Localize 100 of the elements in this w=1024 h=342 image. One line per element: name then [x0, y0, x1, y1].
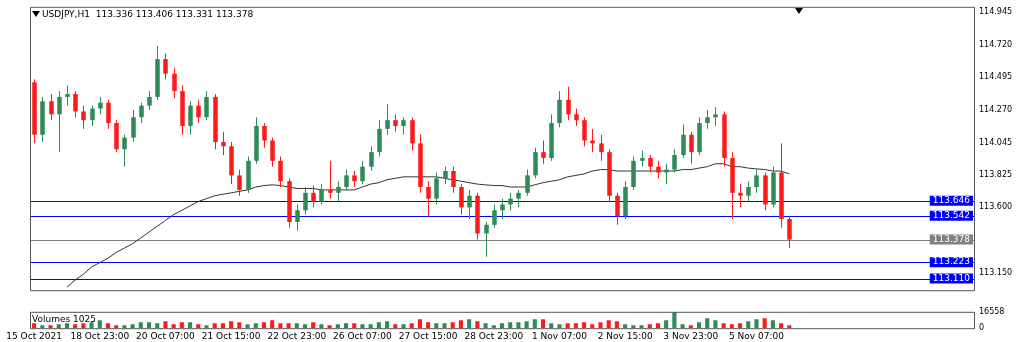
candlestick	[754, 169, 759, 194]
bar	[64, 323, 69, 329]
bar	[270, 320, 275, 329]
candlestick	[434, 171, 439, 205]
bar	[631, 325, 636, 329]
candlestick	[65, 84, 70, 107]
y-tick-label: 114.495	[979, 72, 1013, 82]
bar	[524, 321, 529, 329]
bar	[122, 325, 127, 329]
bar	[393, 324, 398, 329]
bar	[450, 322, 455, 329]
candlestick	[336, 180, 341, 203]
bar	[664, 320, 669, 329]
bar	[286, 323, 291, 329]
bar	[729, 324, 734, 329]
bar	[639, 325, 644, 329]
y-tick-label: 113.150	[979, 267, 1013, 277]
bar	[442, 323, 447, 329]
x-tick-label: 26 Oct 07:00	[333, 330, 393, 341]
bar	[467, 319, 472, 329]
candlestick	[311, 185, 316, 208]
bar	[762, 318, 767, 329]
bar	[146, 322, 152, 329]
bar	[508, 322, 513, 329]
candlestick	[328, 160, 333, 200]
candlestick	[500, 198, 505, 220]
candlestick	[410, 116, 415, 152]
bar	[573, 323, 578, 329]
candlestick	[484, 221, 489, 258]
candlestick	[106, 99, 111, 130]
bar	[401, 324, 406, 329]
candlestick	[746, 180, 751, 203]
bar	[549, 323, 554, 329]
candlestick	[295, 203, 300, 232]
candlestick	[131, 109, 136, 143]
ref-line-label: 113.542	[932, 210, 970, 221]
bar	[491, 325, 496, 329]
x-tick-label: 20 Oct 07:00	[136, 330, 196, 341]
candlestick	[122, 134, 127, 168]
bar	[754, 319, 759, 329]
bar	[483, 323, 488, 329]
candlestick	[369, 145, 374, 172]
candlestick	[738, 183, 743, 208]
candlestick	[599, 134, 604, 162]
candlestick	[262, 122, 267, 149]
bar	[327, 325, 332, 329]
x-tick-label: 27 Oct 15:00	[398, 330, 458, 341]
candlestick	[705, 109, 710, 130]
bar	[385, 321, 390, 329]
bar	[672, 312, 677, 329]
y-tick-label: 114.720	[979, 39, 1013, 49]
x-tick-label: 1 Nov 07:00	[531, 330, 588, 341]
bar	[40, 325, 45, 329]
candlestick	[278, 155, 283, 188]
bar	[417, 319, 422, 329]
ref-line-label: 113.223	[932, 256, 970, 267]
bar	[598, 322, 603, 329]
candlestick	[467, 189, 472, 220]
y-tick-label: 114.045	[979, 137, 1013, 147]
candlestick	[303, 186, 308, 216]
candlestick	[237, 169, 242, 197]
bar	[56, 324, 61, 329]
bar	[614, 321, 619, 329]
bar	[261, 322, 266, 329]
candlestick	[90, 105, 95, 127]
bar	[409, 323, 414, 329]
bar	[565, 323, 570, 329]
bar	[352, 323, 357, 329]
bar	[343, 323, 349, 329]
bar	[179, 322, 184, 329]
x-tick-label: 21 Oct 15:00	[201, 330, 261, 341]
bar	[302, 324, 308, 329]
candlestick	[73, 90, 78, 118]
bar	[105, 323, 111, 329]
x-tick-label: 3 Nov 23:00	[663, 330, 719, 341]
bar	[606, 320, 611, 329]
bar	[713, 320, 718, 329]
bar	[278, 323, 283, 329]
bar	[319, 324, 324, 329]
bar	[360, 324, 365, 329]
candlestick	[525, 169, 530, 197]
candlestick	[139, 102, 144, 124]
candlestick	[172, 67, 177, 99]
y-tick-label: 114.945	[979, 6, 1013, 16]
bar	[582, 322, 587, 329]
bar	[212, 323, 217, 329]
candlestick	[672, 148, 677, 173]
y-tick-label: 113.600	[979, 202, 1013, 212]
candlestick	[533, 147, 538, 179]
ref-line-label: 113.378	[932, 233, 971, 244]
bar	[655, 323, 661, 329]
bar	[138, 322, 143, 329]
x-tick-label: 2 Nov 15:00	[597, 330, 653, 341]
bar	[188, 322, 193, 329]
y-tick-label: 114.270	[979, 105, 1013, 115]
bar	[590, 324, 595, 329]
candlestick	[319, 183, 324, 205]
bar	[779, 323, 784, 329]
candlestick	[459, 183, 464, 216]
bar	[245, 324, 250, 329]
